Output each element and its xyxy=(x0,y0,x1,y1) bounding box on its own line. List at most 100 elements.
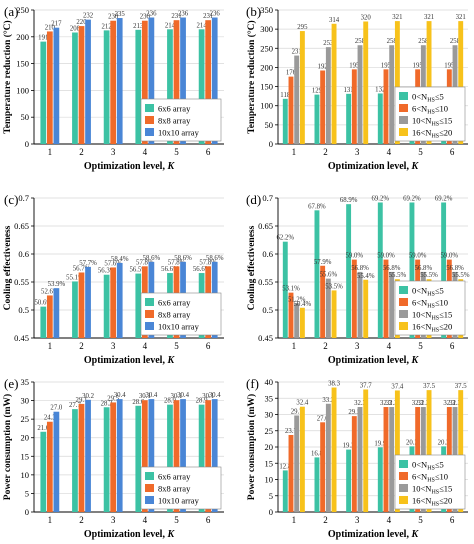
y-tick-label: 10 xyxy=(21,470,30,480)
y-tick-label: 0 xyxy=(25,139,29,149)
legend-entry: 10x10 array xyxy=(158,496,200,506)
y-tick-label: 0.7 xyxy=(18,193,29,203)
y-tick-label: 0.55 xyxy=(14,277,29,287)
x-tick-label: 6 xyxy=(206,341,211,351)
legend-entry-name: 16<N xyxy=(412,496,431,506)
legend-entry: 10<NHS≤15 xyxy=(412,116,452,128)
bar xyxy=(346,204,352,338)
x-tick-label: 4 xyxy=(387,515,392,525)
y-tick-label: 15 xyxy=(21,451,30,461)
bar xyxy=(116,262,123,338)
y-tick-label: 40 xyxy=(265,377,274,387)
legend-entry-name: 6x6 array xyxy=(158,298,191,308)
y-tick-label: 200 xyxy=(16,32,29,42)
legend-entry-sub: HS xyxy=(427,466,435,472)
data-label: 56.8% xyxy=(446,265,464,272)
legend-swatch xyxy=(145,322,154,330)
bar xyxy=(394,21,400,144)
data-label: 50.6% xyxy=(35,300,53,307)
y-tick-label: 35 xyxy=(21,377,30,387)
x-tick-label: 6 xyxy=(450,515,455,525)
data-label: 29.7 xyxy=(291,408,303,415)
legend-entry-sub: HS xyxy=(427,110,435,116)
legend-entry: 6<NHS≤10 xyxy=(412,472,448,484)
data-label: 32.4 xyxy=(296,400,308,407)
legend-entry-tail: ≤10 xyxy=(435,104,448,114)
data-label: 55.6% xyxy=(320,272,338,279)
bar xyxy=(180,399,186,512)
data-label: 23.7 xyxy=(285,428,297,435)
data-label: 30.1 xyxy=(139,393,151,400)
legend-entry-sub: HS xyxy=(427,292,435,298)
data-label: 33.3 xyxy=(322,397,334,404)
y-tick-label: 15 xyxy=(265,458,274,468)
x-axis-label-var: K xyxy=(410,161,419,172)
legend-entry-tail: ≤20 xyxy=(439,322,452,332)
data-label: 213 xyxy=(133,23,144,30)
data-label: 56.7% xyxy=(73,265,91,272)
data-label: 32.3 xyxy=(443,400,455,407)
data-label: 56.8% xyxy=(351,265,369,272)
bar xyxy=(331,387,337,512)
x-tick-label: 5 xyxy=(418,147,423,157)
legend-entry-tail: ≤5 xyxy=(435,460,444,470)
bar xyxy=(46,31,53,144)
bar xyxy=(40,41,47,144)
data-label: 195 xyxy=(444,62,455,69)
data-label: 195 xyxy=(381,62,392,69)
x-tick-label: 2 xyxy=(323,341,328,351)
bar xyxy=(363,21,369,144)
y-axis-label: Temperature reduction (°C) xyxy=(2,20,13,133)
y-tick-label: 0.6 xyxy=(262,249,273,259)
data-label: 30.4 xyxy=(177,392,189,399)
legend-entry-name: 16<N xyxy=(412,128,431,138)
data-label: 28.9 xyxy=(196,398,208,405)
data-label: 50.4% xyxy=(294,301,312,308)
bar xyxy=(294,303,300,338)
bar xyxy=(331,290,337,338)
y-tick-label: 250 xyxy=(16,5,29,15)
legend-entry-name: 8x8 array xyxy=(158,310,191,320)
bar xyxy=(325,47,331,144)
x-tick-label: 3 xyxy=(111,147,116,157)
bar xyxy=(72,281,78,338)
x-axis-label-text: Optimization level, xyxy=(328,161,412,172)
bar xyxy=(167,404,173,512)
x-tick-label: 4 xyxy=(143,515,148,525)
data-label: 32.3 xyxy=(380,400,392,407)
bar xyxy=(40,431,47,512)
bar xyxy=(299,406,305,512)
legend-swatch xyxy=(145,310,154,318)
x-tick-label: 5 xyxy=(418,341,423,351)
x-tick-label: 1 xyxy=(292,515,297,525)
bar xyxy=(205,20,212,145)
legend-swatch xyxy=(399,472,408,480)
legend-entry: 0<NHS≤5 xyxy=(412,286,444,298)
x-tick-label: 1 xyxy=(48,515,53,525)
data-label: 56.8% xyxy=(415,265,433,272)
bar xyxy=(357,45,363,145)
x-tick-label: 2 xyxy=(79,515,84,525)
legend-swatch xyxy=(399,92,408,100)
legend-swatch xyxy=(145,104,154,112)
data-label: 32.3 xyxy=(449,400,461,407)
y-tick-label: 5 xyxy=(25,488,29,498)
x-tick-label: 1 xyxy=(292,147,297,157)
bar xyxy=(351,416,357,512)
bar xyxy=(148,17,155,145)
data-label: 69.2% xyxy=(435,195,453,202)
bar xyxy=(173,20,180,145)
x-axis-label-text: Optimization level, xyxy=(84,355,168,366)
bar xyxy=(314,457,320,512)
bar xyxy=(205,400,212,512)
x-axis-label: Optimization level, K xyxy=(328,529,420,540)
chart-panel-4: (d) 0.45 0.5 0.55 0.6 0.65 0.7 1 62.2% 53.1% 51.2%… xyxy=(246,192,470,366)
data-label: 53.9% xyxy=(48,281,66,288)
bar xyxy=(180,17,186,145)
x-axis-label: Optimization level, K xyxy=(328,355,420,366)
y-axis-label: Temperature reduction (°C) xyxy=(246,20,257,133)
bar xyxy=(377,202,383,338)
data-label: 57.8% xyxy=(136,259,154,266)
data-label: 12.8 xyxy=(279,463,291,470)
